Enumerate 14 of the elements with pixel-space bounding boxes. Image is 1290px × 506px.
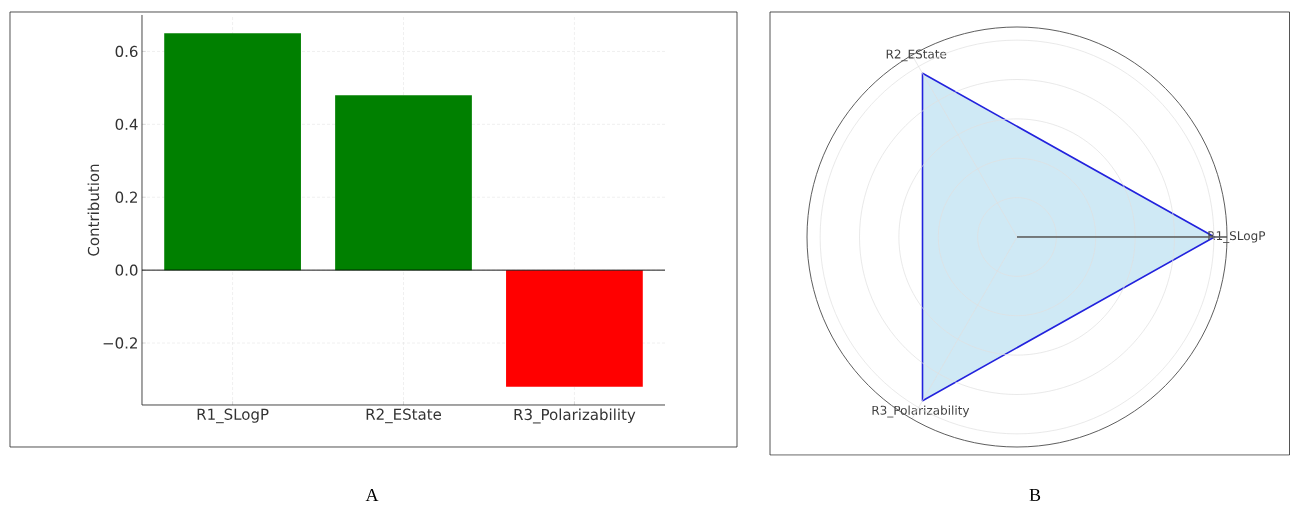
y-tick-label: 0.2 — [115, 191, 137, 203]
text: B — [1029, 489, 1041, 501]
bar — [164, 33, 301, 271]
text: A — [365, 489, 379, 501]
y-tick-label: 0.4 — [115, 118, 138, 131]
x-tick-label: R3_Polarizability — [514, 408, 636, 424]
y-tick-label: 0.6 — [115, 45, 138, 58]
x-tick-label: R2_EState — [366, 408, 442, 424]
y-tick-label: −0.2 — [103, 337, 137, 349]
x-tick-label: R1_SLogP — [197, 408, 269, 424]
y-axis-title: Contribution — [87, 164, 100, 256]
bar — [335, 95, 472, 271]
bar — [506, 270, 643, 387]
y-tick-label: 0.0 — [115, 264, 138, 276]
